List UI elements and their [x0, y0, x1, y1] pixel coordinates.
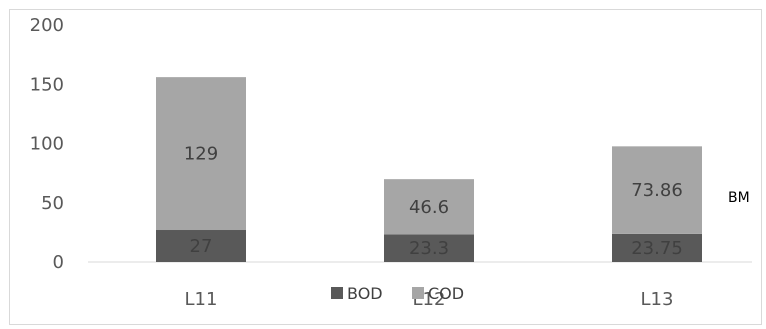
- y-axis-ticks: 0 50 100 150 200: [30, 15, 64, 273]
- bar-cod-l12: [384, 179, 474, 235]
- legend-label-cod: COD: [428, 284, 464, 303]
- bar-bod-l11: [156, 230, 246, 262]
- legend-swatch-bod: [331, 287, 343, 299]
- legend-label-bod: BOD: [347, 284, 383, 303]
- data-labels: 27 129 23.3 46.6 23.75 73.86: [184, 144, 683, 260]
- y-tick-label: 0: [53, 252, 64, 273]
- data-label: 73.86: [631, 180, 683, 201]
- data-label: 23.75: [631, 238, 683, 259]
- x-tick-label: L13: [641, 289, 674, 310]
- bar-bod-l13: [612, 233, 702, 262]
- x-axis-labels: L11 L12 L13: [185, 289, 674, 310]
- y-tick-label: 150: [30, 74, 64, 95]
- data-label: 46.6: [409, 197, 449, 218]
- data-label: 129: [184, 144, 218, 165]
- bar-cod-l11: [156, 77, 246, 231]
- data-label: 27: [190, 236, 213, 257]
- bar-cod-l13: [612, 146, 702, 234]
- data-label: 23.3: [409, 238, 449, 259]
- legend: BOD COD: [331, 284, 464, 303]
- bar-bod-l12: [384, 234, 474, 262]
- annotation-label: BM: [728, 190, 750, 206]
- bars: [156, 77, 702, 262]
- legend-swatch-cod: [412, 287, 424, 299]
- y-tick-label: 200: [30, 15, 64, 36]
- x-tick-label: L11: [185, 289, 218, 310]
- y-tick-label: 100: [30, 134, 64, 155]
- y-tick-label: 50: [41, 193, 64, 214]
